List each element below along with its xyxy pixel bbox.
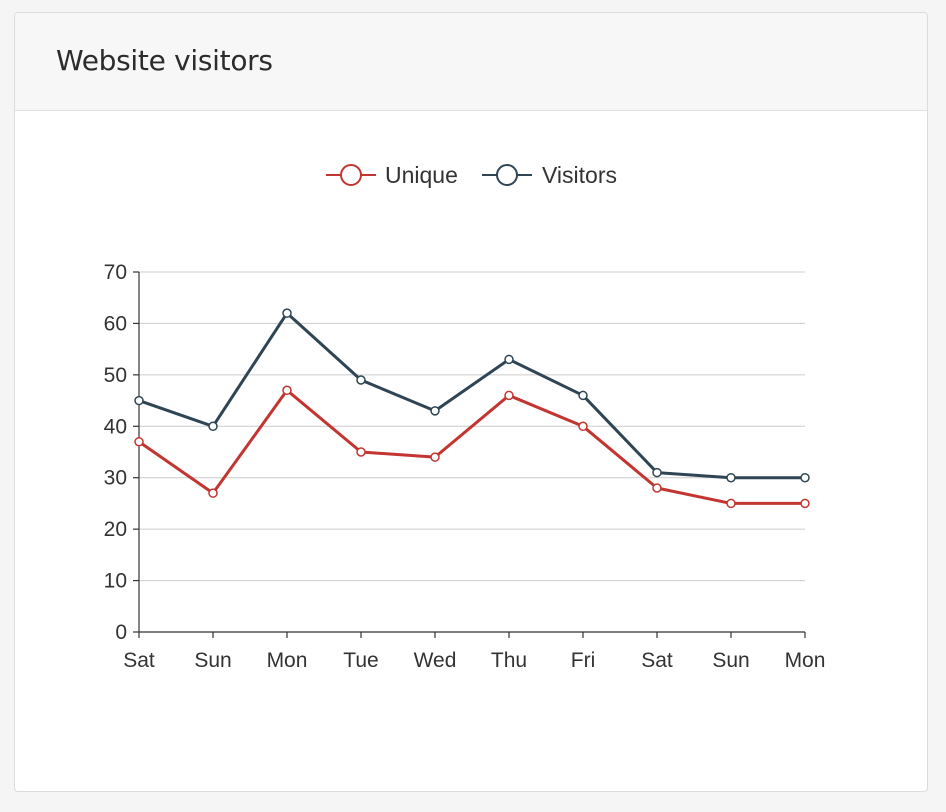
data-point[interactable] bbox=[504, 390, 514, 401]
data-point[interactable] bbox=[652, 483, 662, 493]
x-tick-label: Wed bbox=[414, 649, 457, 672]
data-point[interactable] bbox=[208, 421, 218, 432]
y-tick-label: 0 bbox=[115, 621, 127, 644]
x-tick-label: Sat bbox=[641, 649, 673, 672]
series-line bbox=[138, 311, 805, 480]
data-point[interactable] bbox=[800, 498, 810, 509]
y-tick-label: 10 bbox=[104, 570, 127, 593]
data-point[interactable] bbox=[134, 395, 144, 406]
x-tick-label: Fri bbox=[571, 649, 596, 672]
data-point[interactable] bbox=[652, 467, 662, 478]
series-unique bbox=[134, 385, 810, 509]
legend-circle-icon bbox=[496, 164, 518, 186]
series-line bbox=[138, 388, 805, 505]
data-point[interactable] bbox=[282, 385, 292, 396]
legend-label: Unique bbox=[385, 162, 458, 188]
data-point[interactable] bbox=[578, 421, 588, 432]
x-axis-ticks: Sat Sun Mon Tue Wed Thu Fri Sat Sun Mon bbox=[123, 632, 825, 672]
data-point[interactable] bbox=[356, 375, 366, 385]
data-point[interactable] bbox=[726, 498, 736, 509]
x-tick-label: Sat bbox=[123, 649, 155, 672]
card-header: Website visitors bbox=[15, 13, 927, 111]
data-point[interactable] bbox=[800, 472, 810, 483]
legend-label: Visitors bbox=[542, 162, 617, 188]
line-chart: Unique Visitors 0 10 20 30 40 50 60 70 Sat Sun Mon… bbox=[104, 162, 826, 672]
legend-item-unique[interactable]: Unique bbox=[326, 162, 458, 188]
x-tick-label: Mon bbox=[785, 649, 826, 672]
chart-series bbox=[134, 308, 810, 509]
x-tick-label: Tue bbox=[343, 649, 378, 672]
y-axis-ticks: 0 10 20 30 40 50 60 70 bbox=[104, 261, 139, 644]
data-point[interactable] bbox=[134, 436, 144, 447]
data-point[interactable] bbox=[430, 406, 440, 416]
x-tick-label: Sun bbox=[194, 649, 231, 672]
y-tick-label: 70 bbox=[104, 261, 127, 284]
y-tick-label: 60 bbox=[104, 312, 127, 335]
x-tick-label: Thu bbox=[491, 649, 527, 672]
y-tick-label: 30 bbox=[104, 467, 127, 490]
data-point[interactable] bbox=[356, 447, 366, 457]
y-tick-label: 50 bbox=[104, 364, 127, 387]
legend-item-visitors[interactable]: Visitors bbox=[482, 162, 617, 188]
chart-legend[interactable]: Unique Visitors bbox=[326, 162, 617, 188]
data-point[interactable] bbox=[430, 452, 440, 462]
card-title: Website visitors bbox=[56, 44, 273, 77]
data-point[interactable] bbox=[504, 354, 514, 365]
series-visitors bbox=[134, 308, 810, 483]
y-tick-label: 20 bbox=[104, 518, 127, 541]
y-tick-label: 40 bbox=[104, 415, 127, 438]
x-tick-label: Mon bbox=[267, 649, 308, 672]
data-point[interactable] bbox=[282, 308, 292, 318]
legend-circle-icon bbox=[340, 164, 362, 186]
website-visitors-card: Website visitors Unique Visitors 0 10 20 30 4… bbox=[14, 12, 928, 792]
x-tick-label: Sun bbox=[712, 649, 749, 672]
chart-axes bbox=[138, 272, 805, 633]
data-point[interactable] bbox=[208, 488, 218, 498]
data-point[interactable] bbox=[578, 390, 588, 401]
data-point[interactable] bbox=[726, 472, 736, 483]
chart-area: Unique Visitors 0 10 20 30 40 50 60 70 Sat Sun Mon… bbox=[15, 111, 927, 791]
